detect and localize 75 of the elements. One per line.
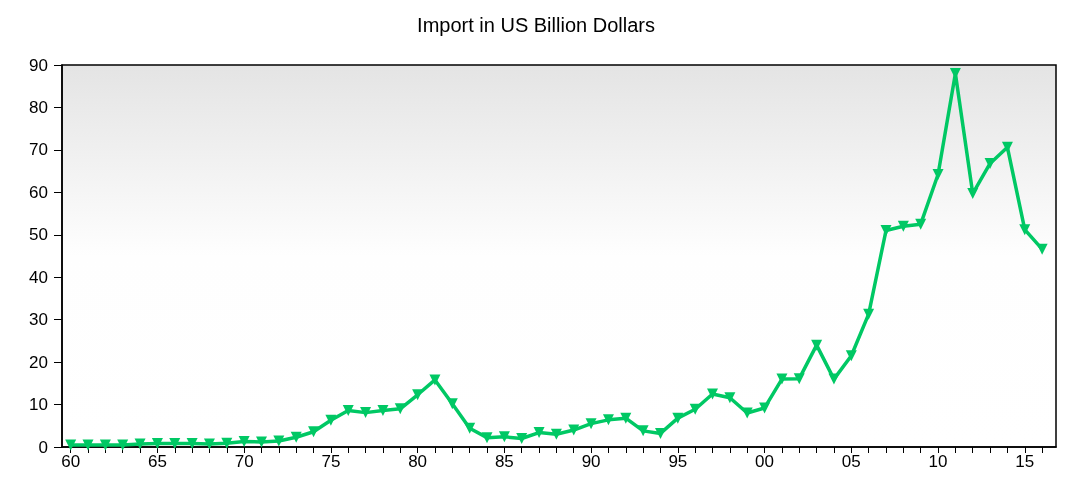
point <box>446 398 458 410</box>
point <box>65 439 77 451</box>
point <box>602 414 614 426</box>
point <box>516 433 528 445</box>
point <box>620 412 632 424</box>
point <box>707 388 719 400</box>
point <box>828 373 840 385</box>
point <box>377 405 389 416</box>
y-tick-label: 50 <box>29 225 48 245</box>
x-tick-label: 65 <box>147 452 167 471</box>
x-tick-label: 15 <box>1015 452 1035 471</box>
point <box>134 438 146 450</box>
point <box>759 402 771 414</box>
point <box>1036 243 1048 255</box>
x-tick-label: 05 <box>841 452 861 471</box>
point <box>967 188 979 200</box>
point <box>550 428 562 440</box>
point <box>880 225 892 237</box>
x-tick-label: 10 <box>928 452 948 471</box>
point <box>724 392 736 404</box>
point <box>429 374 441 386</box>
y-tick-label: 60 <box>29 182 48 202</box>
y-tick-label: 10 <box>29 395 48 415</box>
y-tick-label: 30 <box>29 310 48 330</box>
point <box>1001 141 1013 153</box>
point <box>915 218 927 230</box>
x-tick-label: 85 <box>494 452 514 471</box>
point <box>1019 224 1031 236</box>
point <box>169 438 181 450</box>
x-tick-label: 60 <box>61 452 81 471</box>
point <box>897 220 909 232</box>
y-tick-label: 0 <box>38 437 48 457</box>
point <box>99 439 111 451</box>
x-tick-label: 95 <box>668 452 688 471</box>
point <box>793 373 805 385</box>
point <box>845 350 857 362</box>
y-tick-label: 80 <box>29 97 48 117</box>
y-tick-label: 70 <box>29 140 48 160</box>
point <box>117 439 129 451</box>
point <box>394 403 406 415</box>
point <box>585 418 597 430</box>
point <box>203 438 215 450</box>
point <box>255 436 267 448</box>
y-tick-label: 40 <box>29 267 48 287</box>
x-tick-label: 90 <box>581 452 601 471</box>
point <box>672 412 684 424</box>
point <box>151 438 163 450</box>
point <box>533 427 545 439</box>
point <box>325 414 337 426</box>
point <box>186 438 198 450</box>
point <box>464 422 476 434</box>
point <box>360 407 372 419</box>
x-tick-label: 80 <box>408 452 428 471</box>
y-tick-label: 20 <box>29 352 48 372</box>
x-tick-label: 00 <box>755 452 775 471</box>
x-tick-label: 70 <box>234 452 254 471</box>
point <box>689 403 701 415</box>
y-tick-label: 90 <box>29 55 48 75</box>
point <box>568 424 580 436</box>
point <box>238 435 250 447</box>
point <box>290 431 302 443</box>
point <box>82 439 94 451</box>
x-tick-label: 75 <box>321 452 341 471</box>
point <box>273 435 285 447</box>
point <box>498 431 510 443</box>
point <box>481 432 493 444</box>
point <box>776 373 788 385</box>
point <box>342 405 354 416</box>
point <box>932 169 944 181</box>
point <box>637 425 649 437</box>
point <box>308 426 320 438</box>
point <box>863 308 875 320</box>
point <box>221 437 233 449</box>
point <box>811 339 823 351</box>
chart-title: Import in US Billion Dollars <box>417 14 655 36</box>
